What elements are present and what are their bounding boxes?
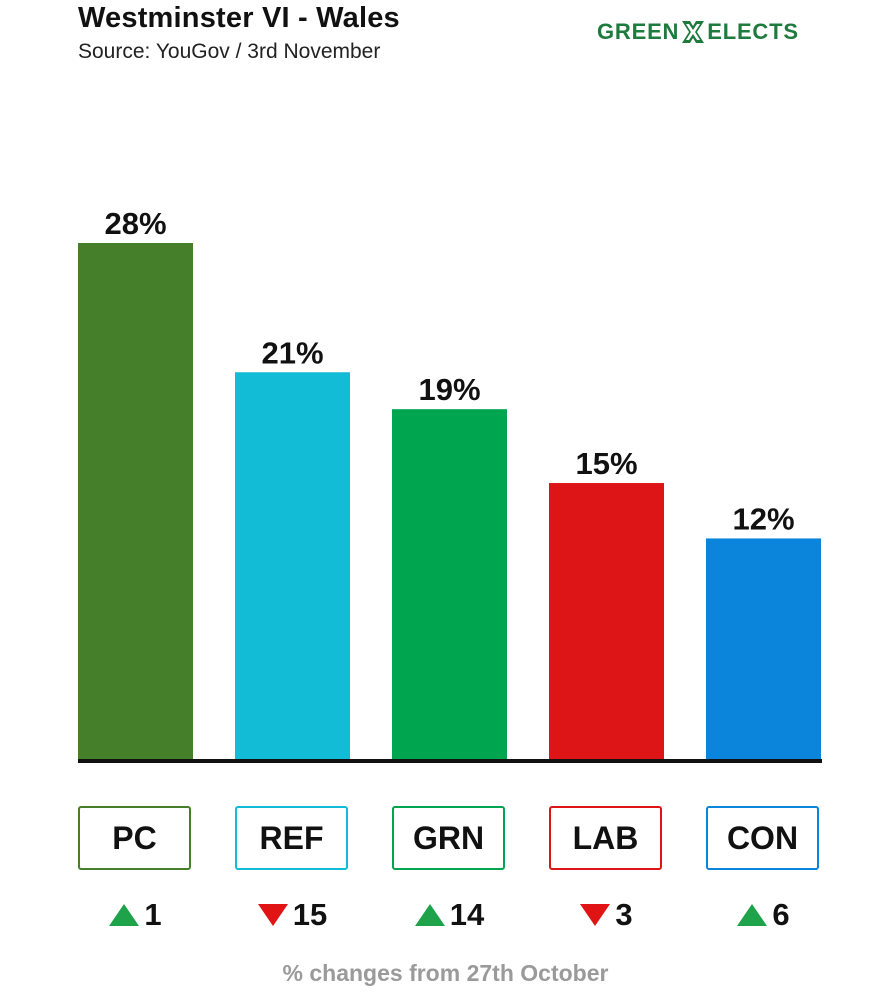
change-value: 6 [772, 897, 790, 932]
party-label-lab: LAB [549, 806, 662, 870]
bar-grn [392, 409, 507, 760]
change-value: 15 [292, 897, 328, 932]
bar-chart: 28% 21% 19% 15% 12% [78, 206, 822, 763]
x-cross-icon [682, 21, 705, 43]
footnote: % changes from 27th October [282, 960, 609, 986]
party-label-pc: PC [78, 806, 191, 870]
bar-value-label-con: 12% [732, 501, 794, 536]
bar-value-label-grn: 19% [418, 372, 480, 407]
bar-con [706, 538, 821, 760]
brand-text-left: GREEN [597, 19, 680, 44]
up-triangle-icon [737, 904, 768, 926]
change-value: 3 [615, 897, 633, 932]
bar-lab [549, 483, 664, 760]
bar-value-label-pc: 28% [104, 206, 166, 241]
change-value: 14 [449, 897, 485, 932]
down-triangle-icon [580, 904, 611, 926]
change-ref: 15 [235, 893, 348, 937]
change-grn: 14 [392, 893, 505, 937]
down-triangle-icon [257, 904, 288, 926]
bar-value-label-ref: 21% [261, 335, 323, 370]
bar-ref [235, 372, 350, 760]
change-value: 1 [144, 897, 162, 932]
change-pc: 1 [78, 893, 191, 937]
up-triangle-icon [414, 904, 445, 926]
chart-subtitle: Source: YouGov / 3rd November [78, 40, 381, 63]
brand-logo: GREEN ELECTS [597, 18, 799, 46]
bar-value-label-lab: 15% [575, 446, 637, 481]
up-triangle-icon [109, 904, 140, 926]
party-label-con: CON [706, 806, 819, 870]
change-lab: 3 [549, 893, 662, 937]
change-con: 6 [706, 893, 819, 937]
brand-text-right: ELECTS [707, 19, 799, 44]
bar-pc [78, 243, 193, 760]
party-label-ref: REF [235, 806, 348, 870]
chart-title: Westminster VI - Wales [78, 2, 400, 34]
party-label-grn: GRN [392, 806, 505, 870]
